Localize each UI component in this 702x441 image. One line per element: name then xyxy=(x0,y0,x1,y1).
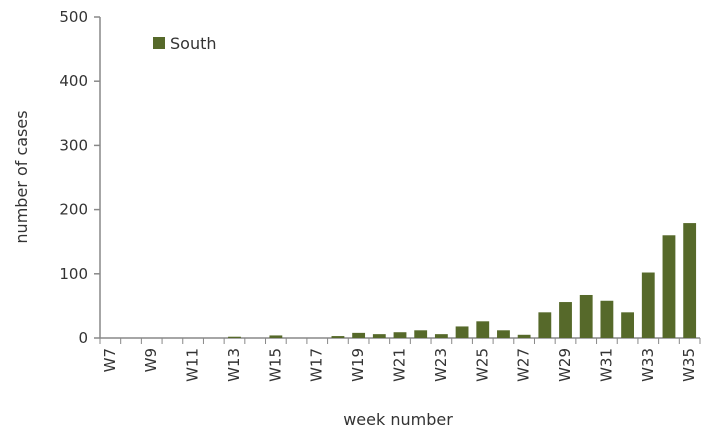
x-tick-label: W17 xyxy=(308,348,326,382)
bar-w21 xyxy=(394,332,407,338)
x-tick-label: W27 xyxy=(515,348,533,382)
bar-w22 xyxy=(414,330,427,338)
x-tick-label: W19 xyxy=(349,348,367,382)
bars xyxy=(228,223,696,338)
y-axis: 0 100 200 300 400 500 xyxy=(59,8,100,347)
bar-w18 xyxy=(332,336,345,338)
x-tick-label: W7 xyxy=(101,348,119,372)
y-axis-title: number of cases xyxy=(12,110,31,243)
y-tick-label: 0 xyxy=(78,329,88,347)
x-tick-label: W35 xyxy=(680,348,698,382)
bar-w27 xyxy=(518,335,531,338)
bar-w34 xyxy=(663,235,676,338)
legend-label-south: South xyxy=(170,34,217,53)
bar-w29 xyxy=(559,302,572,338)
y-tick-label: 400 xyxy=(59,72,88,90)
bar-w32 xyxy=(621,312,634,338)
legend: South xyxy=(153,34,217,53)
x-tick-label: W11 xyxy=(184,348,202,382)
bar-w30 xyxy=(580,295,593,338)
x-tick-label: W33 xyxy=(639,348,657,382)
y-tick-label: 300 xyxy=(59,136,88,154)
bar-w19 xyxy=(352,333,365,338)
x-tick-label: W25 xyxy=(473,348,491,382)
x-axis: W7 W9 W11 W13 W15 W17 W19 W21 W23 W25 W27 W29 W31 W33… xyxy=(100,338,700,382)
x-tick-label: W21 xyxy=(391,348,409,382)
bar-w28 xyxy=(538,312,551,338)
x-axis-title: week number xyxy=(343,410,453,429)
bar-w15 xyxy=(269,335,282,338)
y-tick-label: 100 xyxy=(59,265,88,283)
bar-w24 xyxy=(456,326,469,338)
x-tick-label: W13 xyxy=(225,348,243,382)
x-tick-label: W15 xyxy=(266,348,284,382)
bar-w20 xyxy=(373,334,386,338)
x-tick-label: W23 xyxy=(432,348,450,382)
x-tick-label: W31 xyxy=(597,348,615,382)
x-tick-label: W9 xyxy=(142,348,160,372)
legend-swatch-south xyxy=(153,37,165,49)
bar-w33 xyxy=(642,273,655,338)
y-tick-label: 200 xyxy=(59,201,88,219)
bar-w13 xyxy=(228,337,241,338)
bar-w23 xyxy=(435,334,448,338)
y-tick-label: 500 xyxy=(59,8,88,26)
bar-w25 xyxy=(476,321,489,338)
bar-w35 xyxy=(683,223,696,338)
bar-w26 xyxy=(497,330,510,338)
x-tick-label: W29 xyxy=(556,348,574,382)
bar-w31 xyxy=(600,301,613,338)
